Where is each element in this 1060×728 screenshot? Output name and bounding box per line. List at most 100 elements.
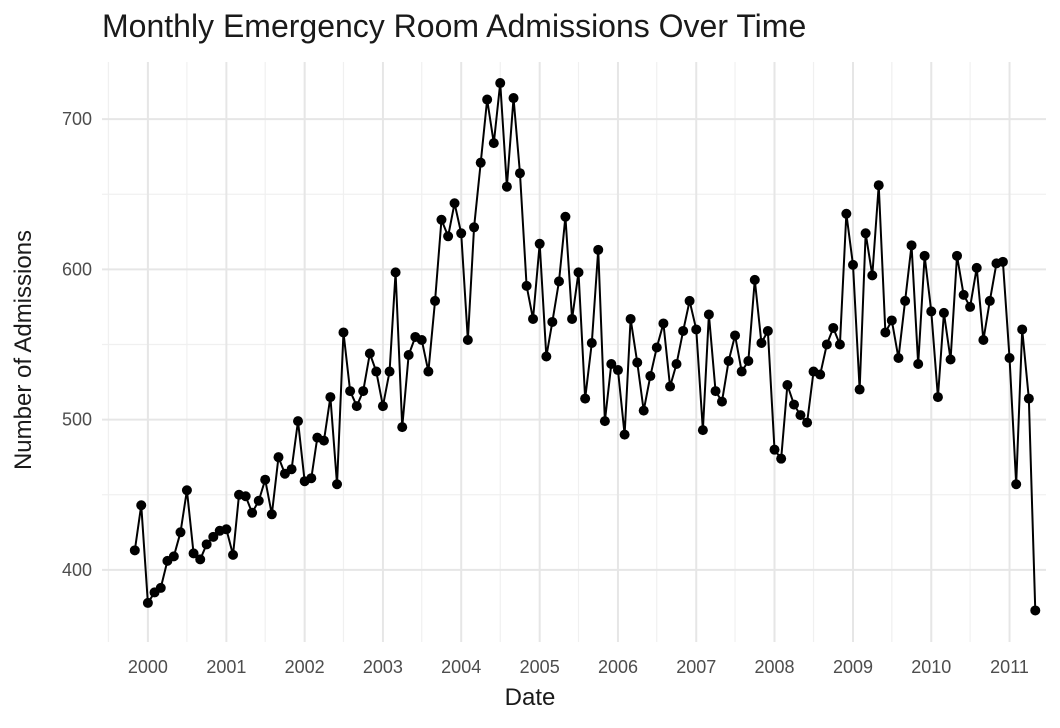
data-point: [945, 354, 956, 365]
data-point: [919, 250, 930, 261]
data-point: [854, 384, 865, 395]
data-point: [345, 386, 356, 397]
data-point: [201, 539, 212, 550]
data-point: [449, 198, 460, 209]
data-point: [462, 334, 473, 345]
data-point: [482, 94, 493, 105]
data-point: [567, 313, 578, 324]
data-point: [175, 527, 186, 538]
data-point: [965, 301, 976, 312]
data-point: [762, 325, 773, 336]
data-points: [129, 78, 1041, 616]
data-point: [671, 359, 682, 370]
data-point: [834, 339, 845, 350]
data-point: [599, 416, 610, 427]
data-point: [364, 348, 375, 359]
data-point: [952, 250, 962, 261]
data-point: [541, 351, 552, 362]
data-point: [913, 359, 924, 370]
data-point: [181, 485, 192, 496]
data-point: [900, 295, 911, 306]
data-point: [691, 324, 702, 335]
x-axis-label: Date: [504, 684, 556, 711]
data-point: [880, 327, 891, 338]
data-point: [743, 356, 754, 367]
data-point: [136, 500, 147, 511]
data-point: [338, 327, 349, 338]
data-point: [247, 507, 258, 518]
x-tick-label: 2007: [676, 657, 716, 677]
data-point: [625, 313, 636, 324]
y-axis-label: Number of Admissions: [10, 229, 37, 471]
data-point: [703, 309, 714, 320]
data-point: [716, 396, 727, 407]
data-point: [867, 270, 878, 281]
data-point: [697, 425, 708, 436]
data-point: [469, 222, 480, 233]
x-tick-label: 2009: [833, 657, 873, 677]
data-point: [802, 417, 813, 428]
data-point: [580, 393, 591, 404]
data-point: [188, 548, 199, 559]
data-point: [475, 157, 486, 168]
y-axis-ticks: 400 500 600 700: [62, 109, 92, 580]
data-point: [736, 366, 747, 377]
data-point: [384, 366, 395, 377]
data-point: [678, 325, 689, 336]
data-point: [371, 366, 382, 377]
chart-title: Monthly Emergency Room Admissions Over T…: [102, 8, 807, 44]
data-point: [332, 479, 343, 490]
minor-gridlines: [102, 62, 1046, 642]
data-point: [286, 464, 297, 475]
data-point: [1023, 393, 1034, 404]
series-line: [133, 82, 1037, 611]
x-tick-label: 2003: [363, 657, 403, 677]
data-point: [873, 180, 884, 191]
data-point: [266, 509, 277, 520]
data-point: [325, 392, 336, 403]
data-point: [488, 138, 499, 149]
data-point: [260, 474, 271, 485]
data-point: [253, 495, 264, 506]
data-point: [978, 334, 989, 345]
data-point: [606, 359, 617, 370]
data-point: [612, 365, 623, 376]
data-point: [789, 399, 800, 410]
data-point: [208, 531, 219, 542]
data-point: [501, 181, 512, 192]
data-point: [841, 208, 852, 219]
data-point: [815, 369, 826, 380]
data-point: [397, 422, 408, 433]
data-point: [273, 452, 284, 463]
series-line-group: [133, 82, 1037, 611]
data-point: [573, 267, 584, 278]
data-point: [749, 274, 760, 285]
data-point: [553, 276, 564, 287]
data-point: [776, 453, 787, 464]
data-point: [521, 280, 532, 291]
data-point: [593, 244, 604, 255]
data-point: [318, 435, 329, 446]
data-point: [906, 240, 917, 251]
data-point: [403, 350, 414, 361]
data-point: [958, 289, 969, 300]
data-point: [782, 380, 793, 391]
data-point: [443, 231, 454, 242]
data-point: [984, 295, 995, 306]
data-point: [495, 78, 506, 89]
data-point: [293, 416, 304, 427]
data-point: [926, 306, 937, 317]
data-point: [155, 582, 166, 593]
data-point: [586, 337, 597, 348]
data-point: [508, 93, 519, 104]
data-point: [142, 597, 153, 608]
data-point: [377, 401, 388, 412]
data-point: [168, 551, 179, 562]
data-point: [416, 334, 427, 345]
x-tick-label: 2004: [441, 657, 481, 677]
data-point: [638, 405, 649, 416]
data-point: [828, 322, 839, 333]
y-tick-label: 700: [62, 109, 92, 129]
data-point: [1004, 353, 1015, 364]
data-point: [390, 267, 401, 278]
